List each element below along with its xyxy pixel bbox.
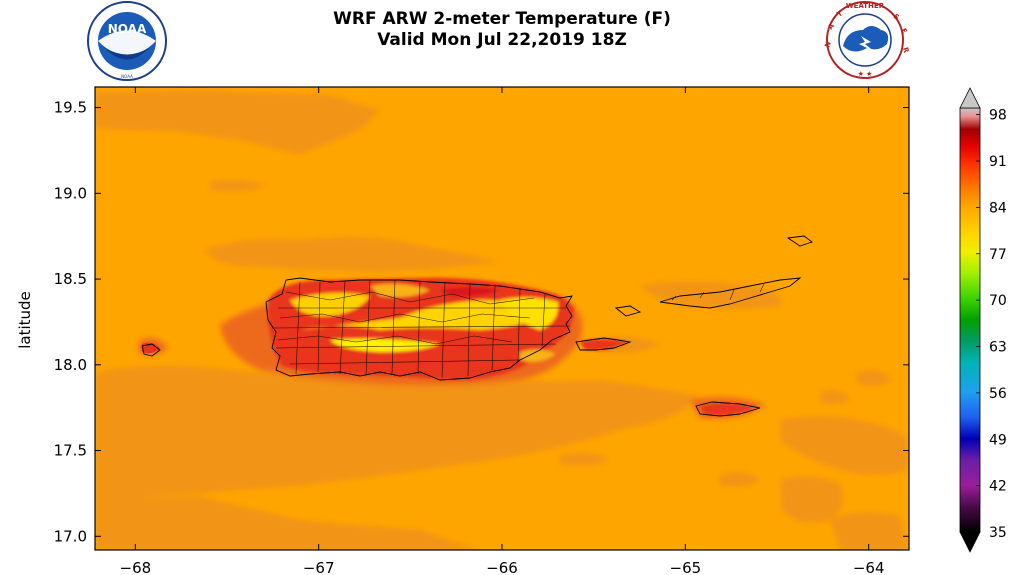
nws-logo: N A T WEATHER S E R ★ ★ [823, 1, 910, 79]
y-tick-label: 17.0 [54, 527, 87, 545]
colorbar-tick-label: 98 [989, 108, 1007, 124]
y-tick-label: 17.5 [54, 442, 87, 460]
y-tick-label: 19.0 [54, 184, 87, 202]
municipality-borders [271, 279, 765, 379]
svg-text:R: R [901, 46, 910, 54]
svg-text:NOAA: NOAA [121, 74, 133, 79]
coastlines [141, 235, 813, 417]
svg-text:N: N [823, 40, 833, 48]
x-tick-label: −64 [853, 559, 885, 575]
x-axis: −68 −67 −66 −65 −64 [120, 87, 885, 575]
svg-text:A: A [826, 22, 836, 32]
colorbar-ticks: 35 42 49 56 63 70 77 84 91 98 [976, 108, 1007, 541]
y-axis-label: latitude [16, 291, 34, 349]
colorbar-tick-label: 84 [989, 200, 1007, 216]
colorbar-tick-label: 77 [989, 247, 1007, 263]
title-line-1: WRF ARW 2-meter Temperature (F) [333, 9, 671, 29]
x-tick-label: −66 [486, 559, 518, 575]
svg-text:E: E [899, 27, 908, 35]
x-tick-label: −67 [303, 559, 335, 575]
colorbar: 35 42 49 56 63 70 77 84 91 98 [959, 87, 1007, 553]
warm-areas [96, 90, 908, 550]
x-tick-label: −68 [120, 559, 152, 575]
colorbar-tick-label: 70 [989, 293, 1007, 309]
svg-text:WEATHER: WEATHER [846, 2, 885, 10]
chart-title: WRF ARW 2-meter Temperature (F) Valid Mo… [250, 9, 754, 51]
svg-text:★ ★: ★ ★ [858, 70, 873, 78]
colorbar-tick-label: 49 [989, 432, 1007, 448]
colorbar-tick-label: 35 [989, 525, 1007, 541]
colorbar-tick-label: 91 [989, 154, 1007, 170]
noaa-logo-text: NOAA [108, 22, 147, 36]
svg-text:S: S [892, 12, 901, 21]
title-line-2: Valid Mon Jul 22,2019 18Z [377, 30, 627, 50]
colorbar-min-arrow [959, 531, 981, 553]
y-axis: 17.0 17.5 18.0 18.5 19.0 19.5 [54, 99, 909, 545]
colorbar-tick-label: 42 [989, 479, 1007, 495]
temperature-field [95, 87, 909, 550]
x-tick-label: −65 [670, 559, 702, 575]
colorbar-tick-label: 56 [989, 386, 1007, 402]
y-tick-label: 19.5 [54, 99, 87, 117]
svg-text:T: T [836, 9, 845, 18]
y-tick-label: 18.0 [54, 356, 87, 374]
y-tick-label: 18.5 [54, 270, 87, 288]
colorbar-max-arrow [959, 87, 981, 109]
colorbar-tick-label: 63 [989, 340, 1007, 356]
puerto-rico-heat [267, 277, 574, 380]
noaa-logo: NOAA NOAA [87, 1, 167, 81]
